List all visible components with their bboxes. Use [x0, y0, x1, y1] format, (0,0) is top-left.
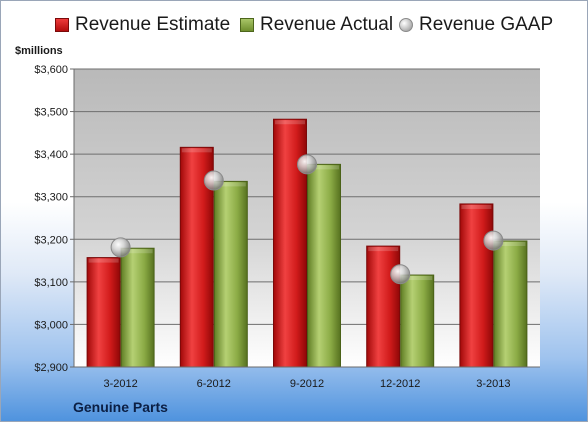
- legend-swatch-revenue-actual: [240, 18, 254, 32]
- bar-revenue-estimate-highlight: [88, 258, 119, 263]
- bar-revenue-estimate-highlight: [181, 148, 212, 153]
- bar-revenue-actual: [400, 274, 435, 368]
- bar-revenue-actual: [493, 240, 528, 368]
- bar-revenue-actual: [307, 163, 341, 368]
- legend-label-revenue-gaap: Revenue GAAP: [419, 14, 554, 35]
- y-tick-label: $2,900: [34, 362, 68, 374]
- y-tick-label: $3,600: [34, 64, 68, 76]
- company-label: Genuine Parts: [73, 399, 168, 415]
- y-tick-label: $3,100: [34, 277, 68, 289]
- bar-revenue-actual: [120, 247, 155, 368]
- x-tick-label: 9-2012: [290, 378, 324, 390]
- bar-revenue-actual-highlight: [215, 182, 246, 187]
- x-tick-label: 3-2013: [476, 378, 510, 390]
- bar-revenue-estimate: [366, 245, 401, 368]
- legend-item-revenue-gaap: Revenue GAAP: [399, 14, 553, 36]
- bar-revenue-estimate: [86, 257, 121, 368]
- x-tick-label: 12-2012: [380, 378, 420, 390]
- marker-revenue-gaap: [297, 154, 317, 175]
- x-tick-label: 3-2012: [103, 378, 137, 390]
- marker-revenue-gaap: [390, 264, 411, 285]
- marker-revenue-gaap: [483, 230, 504, 251]
- x-tick-label: 6-2012: [197, 378, 231, 390]
- y-tick-label: $3,200: [34, 234, 68, 246]
- y-tick-label: $3,300: [34, 192, 68, 204]
- legend-swatch-revenue-gaap: [399, 18, 413, 32]
- y-tick-label: $3,400: [34, 149, 68, 161]
- legend-label-revenue-actual: Revenue Actual: [260, 14, 394, 35]
- y-axis-unit-label: $millions: [15, 45, 63, 57]
- legend-item-revenue-actual: Revenue Actual: [240, 14, 393, 36]
- bar-revenue-estimate-highlight: [461, 204, 492, 209]
- bar-revenue-estimate-highlight: [275, 120, 305, 125]
- bar-revenue-actual-highlight: [309, 165, 339, 170]
- y-tick-label: $3,000: [34, 319, 68, 331]
- bar-revenue-estimate-highlight: [368, 247, 399, 252]
- bar-revenue-actual-highlight: [495, 241, 526, 246]
- legend-label-revenue-estimate: Revenue Estimate: [75, 14, 231, 35]
- bar-revenue-actual-highlight: [122, 249, 153, 254]
- bar-revenue-estimate: [459, 203, 494, 368]
- bar-revenue-actual-highlight: [402, 276, 433, 281]
- legend-swatch-revenue-estimate: [55, 18, 69, 32]
- legend-item-revenue-estimate: Revenue Estimate: [55, 14, 230, 36]
- bar-revenue-actual: [213, 180, 248, 368]
- marker-revenue-gaap: [203, 170, 224, 191]
- y-tick-label: $3,500: [34, 107, 68, 119]
- marker-revenue-gaap: [110, 237, 131, 258]
